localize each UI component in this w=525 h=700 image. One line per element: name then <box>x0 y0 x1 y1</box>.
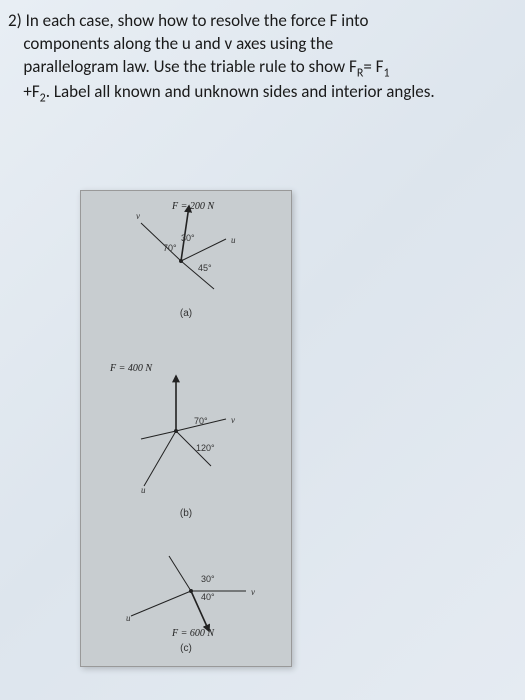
svg-text:u: u <box>126 613 131 623</box>
svg-text:70°: 70° <box>163 243 177 253</box>
svg-text:F = 600 N: F = 600 N <box>171 628 215 639</box>
svg-text:v: v <box>251 587 255 597</box>
svg-text:(c): (c) <box>180 643 192 654</box>
page: 2) In each case, show how to resolve the… <box>0 0 525 700</box>
svg-text:v: v <box>136 211 140 221</box>
svg-text:45°: 45° <box>198 263 212 273</box>
q-l3sub2: 1 <box>383 66 389 80</box>
q-l3aft: = F <box>363 56 383 77</box>
q-l4pre: +F <box>23 81 39 102</box>
q-l2: components along the u and v axes using … <box>23 33 333 54</box>
svg-text:(a): (a) <box>180 308 192 319</box>
svg-text:30°: 30° <box>181 233 195 243</box>
svg-text:v: v <box>231 415 235 425</box>
question-text: 2) In each case, show how to resolve the… <box>8 10 510 107</box>
q-num: 2) <box>8 10 22 31</box>
svg-text:30°: 30° <box>201 574 215 584</box>
q-l4aft: . Label all known and unknown sides and … <box>46 81 435 102</box>
svg-text:u: u <box>231 235 236 245</box>
svg-text:(b): (b) <box>180 508 192 519</box>
figure-panel: v u F = 200 N 70° 30° 45° (a) v u F = 400 N 70° 120… <box>80 190 292 667</box>
svg-text:u: u <box>141 485 146 495</box>
svg-text:F = 400 N: F = 400 N <box>109 363 153 374</box>
svg-text:120°: 120° <box>196 443 215 453</box>
q-l1: In each case, show how to resolve the fo… <box>26 10 369 31</box>
svg-text:40°: 40° <box>201 592 215 602</box>
figure-svg: v u F = 200 N 70° 30° 45° (a) v u F = 400 N 70° 120… <box>81 191 291 666</box>
q-l3: parallelogram law. Use the triable rule … <box>23 56 356 77</box>
svg-text:F = 200 N: F = 200 N <box>171 201 215 212</box>
svg-text:70°: 70° <box>194 416 208 426</box>
